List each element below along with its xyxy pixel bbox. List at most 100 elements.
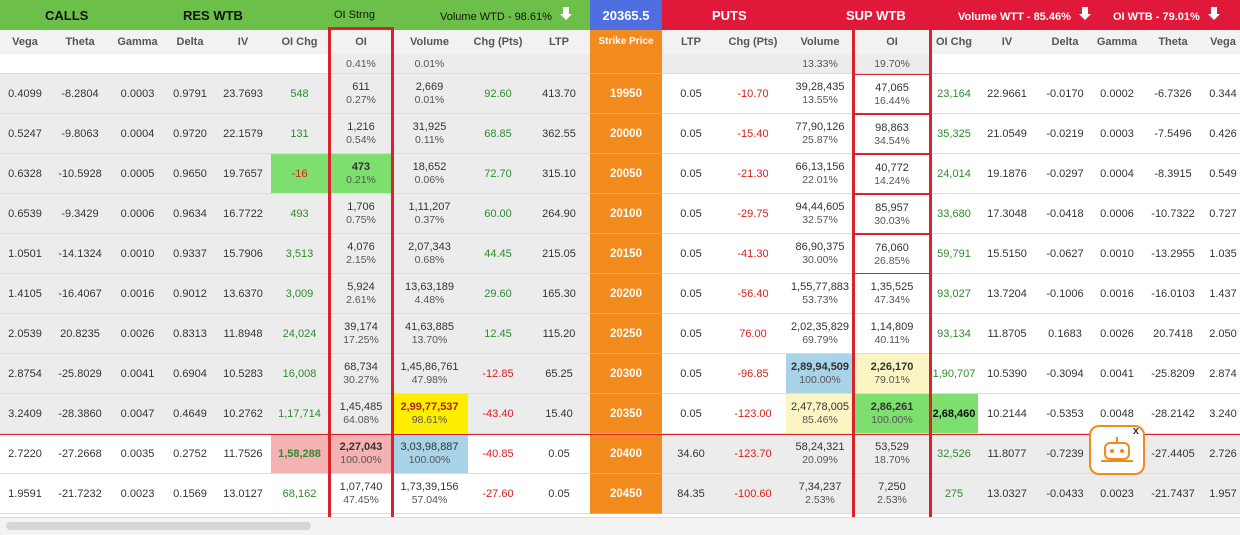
- call-vega-cell: 2.8754: [0, 354, 50, 394]
- scrollbar-thumb[interactable]: [6, 522, 311, 530]
- cell-value: 1,17,714: [278, 407, 321, 420]
- column-header[interactable]: Theta: [1158, 36, 1188, 48]
- column-header[interactable]: Gamma: [1096, 36, 1138, 48]
- column-header[interactable]: Theta: [65, 36, 95, 48]
- column-header[interactable]: IV: [237, 36, 249, 48]
- cell-value: 32,526: [937, 447, 971, 460]
- cell-pct: 0.75%: [346, 214, 376, 226]
- call-iv-cell: 19.7657: [215, 154, 271, 194]
- put-chg-cell: -21.30: [720, 154, 786, 194]
- put-oi-cell: 1,14,809 40.11%: [854, 314, 930, 354]
- sup-wtb-label: SUP WTB: [846, 7, 906, 23]
- put-volume-cell: 58,24,321 20.09%: [786, 434, 854, 474]
- strike-price-cell[interactable]: 20300: [590, 354, 662, 394]
- cell-value: 0.9337: [173, 247, 207, 260]
- cell-value: 0.0026: [120, 327, 155, 340]
- cell-value: 0.0048: [1100, 407, 1134, 420]
- cell-value: 0.05: [680, 367, 702, 380]
- cell-value: 1,11,207: [408, 201, 451, 213]
- cell-pct: 0.01%: [414, 94, 445, 106]
- column-header[interactable]: Strike Price: [590, 30, 662, 54]
- cell-pct: 0.27%: [346, 94, 376, 106]
- call-delta-cell: 0.8313: [165, 314, 215, 354]
- column-header[interactable]: OI: [355, 36, 367, 48]
- column-header[interactable]: Delta: [1051, 36, 1079, 48]
- calls-band: CALLS RES WTB OI Strng Volume WTD - 98.6…: [0, 0, 590, 30]
- puts-band: PUTS SUP WTB Volume WTT - 85.46% OI WTB …: [662, 0, 1240, 30]
- column-header[interactable]: Delta: [176, 36, 204, 48]
- column-header[interactable]: OI: [886, 36, 898, 48]
- strike-price-cell[interactable]: 20150: [590, 234, 662, 274]
- column-header[interactable]: Chg (Pts): [473, 36, 523, 48]
- column-header[interactable]: OI Chg: [281, 36, 318, 48]
- cell-value: -0.0297: [1046, 167, 1084, 180]
- cell-value: 0.9791: [173, 87, 207, 100]
- strike-price-cell[interactable]: 20200: [590, 274, 662, 314]
- call-volume-cell: 31,925 0.11%: [391, 114, 468, 154]
- column-header[interactable]: LTP: [549, 36, 569, 48]
- horizontal-scrollbar[interactable]: [0, 517, 1240, 535]
- cell-value: 0.05: [548, 487, 570, 500]
- strike-price-cell[interactable]: 20450: [590, 474, 662, 514]
- cell-value: 0.6328: [8, 167, 42, 180]
- call-theta-cell: 20.8235: [50, 314, 110, 354]
- cell-pct: 30.27%: [343, 374, 379, 386]
- call-oi-chg-cell: 3,513: [271, 234, 328, 274]
- cell-value: 0.0016: [1100, 287, 1134, 300]
- cell-value: 2,47,78,005: [790, 401, 850, 413]
- calls-label: CALLS: [45, 7, 89, 23]
- strike-price-cell[interactable]: 20050: [590, 154, 662, 194]
- cell-value: 1,14,809: [870, 321, 914, 333]
- strike-price-cell[interactable]: 20400: [590, 434, 662, 474]
- arrow-down-icon: [1078, 7, 1091, 20]
- call-ltp-cell: 65.25: [528, 354, 590, 394]
- column-header[interactable]: Vega: [12, 36, 38, 48]
- cell-value: -40.85: [482, 447, 514, 460]
- cell-value: 41,63,885: [405, 321, 454, 333]
- strike-price-cell[interactable]: 20350: [590, 394, 662, 434]
- call-vega-cell: 0.6539: [0, 194, 50, 234]
- partial-cell: 13.33%: [786, 54, 854, 74]
- strike-price-cell[interactable]: 20250: [590, 314, 662, 354]
- call-oi-chg-cell: -16: [271, 154, 328, 194]
- strike-price-cell[interactable]: 20100: [590, 194, 662, 234]
- strike-price-cell[interactable]: 19950: [590, 74, 662, 114]
- call-iv-cell: 13.0127: [215, 474, 271, 514]
- strike-price-cell[interactable]: 20000: [590, 114, 662, 154]
- cell-pct: 100.00%: [871, 414, 913, 426]
- call-iv-cell: 10.2762: [215, 394, 271, 434]
- call-chg-cell: -43.40: [468, 394, 528, 434]
- column-header[interactable]: IV: [1001, 36, 1013, 48]
- cell-value: 0.9720: [173, 127, 207, 140]
- cell-value: 23.7693: [223, 87, 263, 100]
- call-gamma-cell: 0.0041: [110, 354, 165, 394]
- assistant-widget[interactable]: x: [1089, 425, 1145, 475]
- column-header[interactable]: Gamma: [117, 36, 158, 48]
- cell-value: 1,07,740: [339, 481, 383, 493]
- column-header[interactable]: Volume: [410, 36, 449, 48]
- call-gamma-cell: 0.0016: [110, 274, 165, 314]
- partial-cell: 19.70%: [854, 54, 930, 74]
- close-icon[interactable]: x: [1132, 425, 1139, 437]
- cell-value: -43.40: [482, 407, 514, 420]
- column-header[interactable]: OI Chg: [935, 36, 973, 48]
- put-iv-cell: 11.8077: [978, 434, 1036, 474]
- column-header[interactable]: Volume: [800, 36, 840, 48]
- cell-value: 2,02,35,829: [790, 321, 850, 333]
- cell-pct: 18.70%: [874, 454, 910, 466]
- call-volume-cell: 3,03,98,887 100.00%: [391, 434, 468, 474]
- column-header[interactable]: LTP: [681, 36, 701, 48]
- cell-value: -123.00: [734, 407, 772, 420]
- partial-cell: 0.01%: [391, 54, 468, 74]
- put-ltp-cell: 0.05: [662, 194, 720, 234]
- cell-value: 0.1569: [173, 487, 207, 500]
- column-header[interactable]: Vega: [1210, 36, 1236, 48]
- cell-value: 0.0026: [1100, 327, 1134, 340]
- put-ltp-cell: 0.05: [662, 74, 720, 114]
- strike-price: 20000: [610, 127, 642, 140]
- cell-value: 10.5390: [987, 367, 1027, 380]
- put-iv-cell: 21.0549: [978, 114, 1036, 154]
- call-volume-cell: 41,63,885 13.70%: [391, 314, 468, 354]
- cell-value: -9.3429: [61, 207, 99, 220]
- column-header[interactable]: Chg (Pts): [728, 36, 778, 48]
